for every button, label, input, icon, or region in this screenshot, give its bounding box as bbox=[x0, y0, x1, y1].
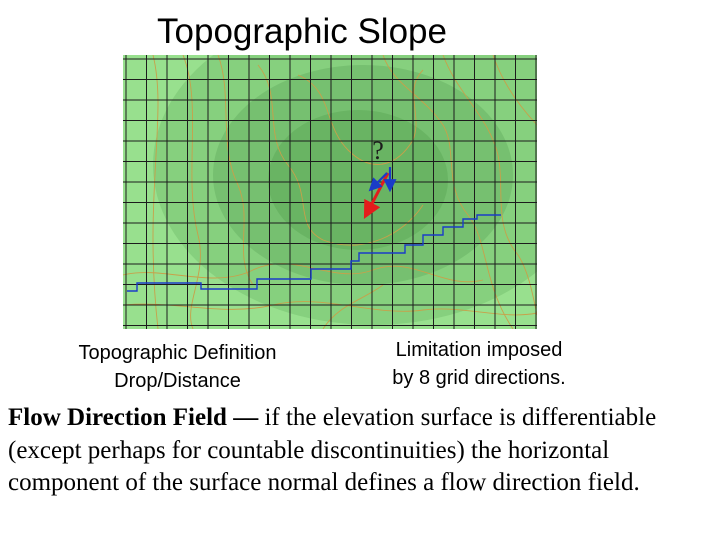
contour-line bbox=[123, 301, 537, 316]
caption-left-line1: Topographic Definition bbox=[78, 342, 277, 364]
topographic-grid-svg: ? bbox=[123, 55, 537, 329]
flow-direction-term: Flow Direction Field — bbox=[8, 404, 259, 431]
question-mark: ? bbox=[372, 136, 384, 165]
contour-line bbox=[297, 69, 424, 165]
flow-direction-definition: if the elevation surface is differentiab… bbox=[8, 404, 657, 496]
flow-direction-paragraph: Flow Direction Field — if the elevation … bbox=[8, 402, 716, 500]
contour-line bbox=[442, 55, 537, 316]
terrain-band-core bbox=[268, 110, 448, 250]
slide-title: Topographic Slope bbox=[157, 12, 447, 51]
flow-path-line bbox=[127, 214, 501, 292]
caption-right-line2: by 8 grid directions. bbox=[392, 367, 566, 389]
topographic-grid-diagram: ? bbox=[123, 55, 537, 329]
diagonal-grid-arrow-icon bbox=[368, 172, 388, 192]
grid-lines bbox=[123, 55, 537, 329]
contour-line bbox=[257, 64, 424, 246]
contour-line bbox=[217, 55, 254, 286]
caption-left-line2: Drop/Distance bbox=[114, 370, 241, 392]
grid-limitation-caption: Limitation imposed by 8 grid directions. bbox=[348, 336, 610, 392]
contour-lines bbox=[123, 55, 537, 329]
caption-right-line1: Limitation imposed bbox=[395, 339, 563, 361]
topographic-definition-caption: Topographic Definition Drop/Distance bbox=[30, 339, 325, 395]
